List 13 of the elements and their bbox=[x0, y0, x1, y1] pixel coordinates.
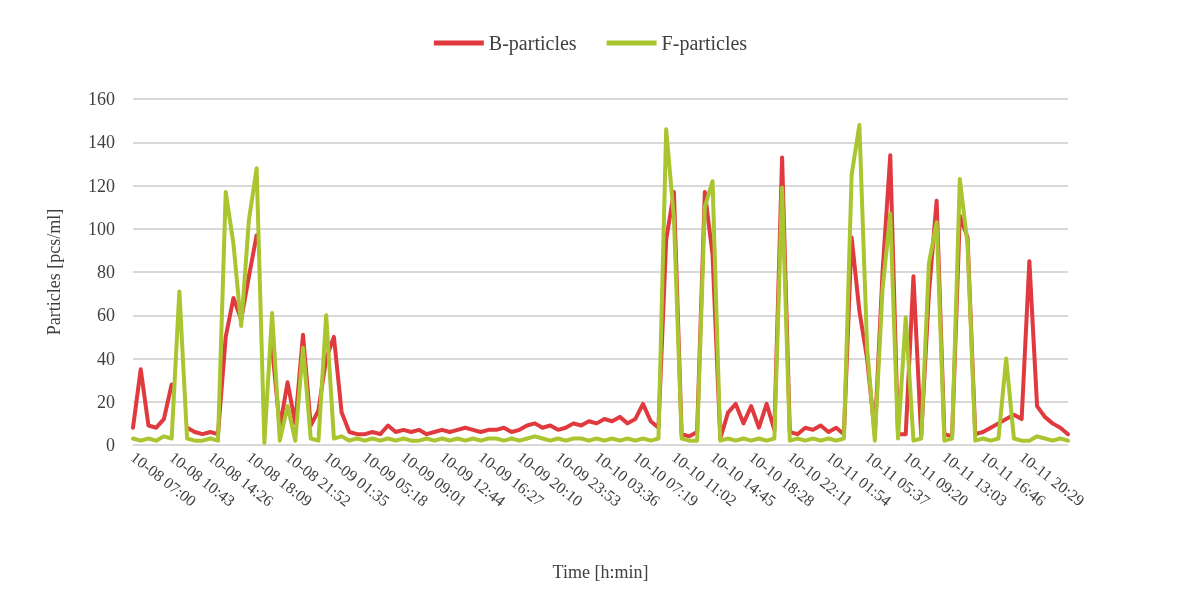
y-tick-label: 140 bbox=[88, 132, 115, 153]
y-axis-title: Particles [pcs/ml] bbox=[44, 208, 64, 336]
y-tick-label: 60 bbox=[97, 305, 115, 326]
legend-label: F-particles bbox=[661, 32, 748, 55]
y-tick-label: 100 bbox=[88, 218, 115, 239]
y-tick-label: 80 bbox=[97, 262, 115, 282]
y-tick-label: 160 bbox=[88, 89, 115, 109]
y-tick-label: 120 bbox=[88, 175, 115, 196]
y-tick-label: 40 bbox=[97, 348, 115, 369]
x-axis-title: Time [h:min] bbox=[552, 562, 649, 582]
y-tick-label: 20 bbox=[97, 391, 115, 412]
legend-label: B-particles bbox=[488, 32, 577, 55]
y-tick-label: 0 bbox=[106, 435, 115, 455]
